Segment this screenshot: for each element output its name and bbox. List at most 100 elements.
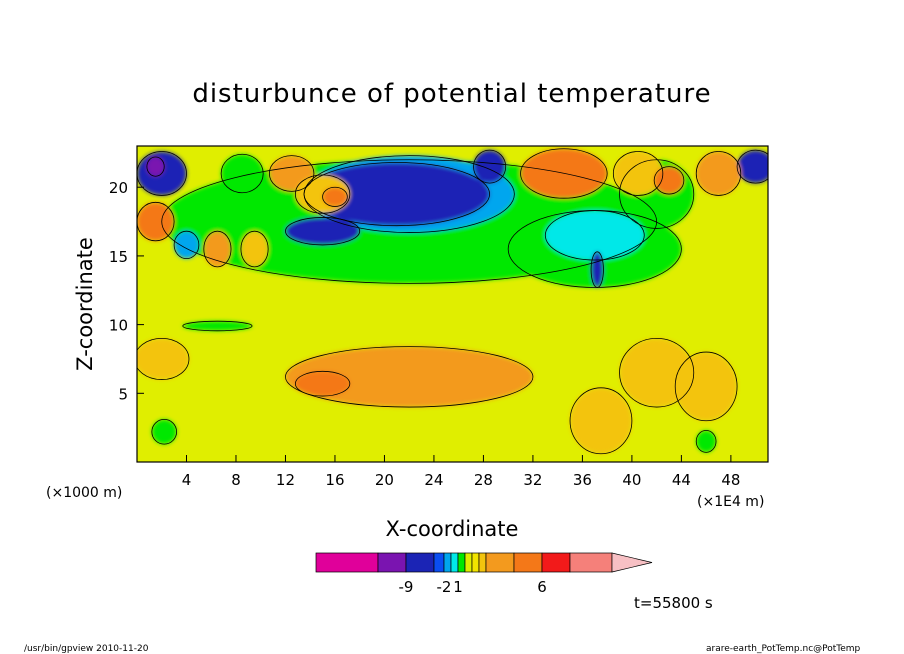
contour-line-27 [695,151,742,196]
chart-title: disturbunce of potential temperature [192,79,711,109]
x-tick-label: 40 [622,471,641,489]
contour-line-19 [203,230,232,268]
colorbar-tick-label: -2 [437,578,452,596]
plot-area [137,146,768,462]
x-tick-label: 32 [523,471,542,489]
colorbar-cell-6 [457,552,466,573]
contour-line-2 [569,387,633,455]
x-tick-label: 44 [672,471,691,489]
contour-line-30 [182,320,253,332]
contour-line-1 [294,370,351,397]
contour-line-31 [619,337,695,408]
x-tick-label: 48 [721,471,740,489]
field-region-16 [737,150,768,184]
contour-line-16 [736,149,768,184]
field-region-2 [570,387,632,454]
contour-line-24 [520,148,608,199]
x-tick-label: 24 [424,471,443,489]
field-region-8 [545,210,645,261]
colorbar-tick-label: -9 [399,578,414,596]
colorbar-cell-2 [405,552,435,573]
contour-line-32 [674,351,738,422]
field-region-25 [613,151,663,196]
contour-line-14 [137,151,187,196]
colorbar-cell-13 [569,552,613,573]
contour-line-3 [137,337,190,380]
colorbar-tick-label: 6 [537,578,547,596]
field-region-15 [146,156,165,177]
x-tick-label: 12 [276,471,295,489]
x-unit-left: (×1000 m) [46,485,122,501]
y-tick-label: 10 [109,317,128,335]
contour-line-21 [268,155,315,192]
field-region-10 [304,162,490,226]
footer-right: arare-earth_PotTemp.nc@PotTemp [706,644,861,654]
colorbar-cell-7 [464,552,473,573]
contour-line-23 [322,186,348,207]
contour-line-12 [473,149,507,184]
colorbar-cell-0 [315,552,379,573]
field-region-12 [473,150,506,184]
colorbar-cell-12 [541,552,571,573]
field-region-30 [182,321,253,331]
contour-line-7 [220,153,264,194]
colorbar-cell-4 [443,552,452,573]
colorbar: -9 -2 1 6 [315,552,653,596]
footer-left: /usr/bin/gpview 2010-11-20 [24,644,149,654]
y-axis-label: Z-coordinate [73,237,97,371]
contour-line-17 [137,201,175,242]
field-region-19 [203,231,232,267]
field-region-26 [654,166,684,195]
contour-line-13 [590,251,604,288]
contour-line-25 [612,151,664,196]
x-tick-label: 4 [182,471,192,489]
field-region-11 [285,217,360,245]
x-tick-label: 20 [375,471,394,489]
x-tick-label: 8 [231,471,241,489]
contour-line-26 [653,166,685,195]
contour-line-8 [544,210,645,261]
y-tick-label: 15 [109,248,128,266]
colorbar-cell-11 [513,552,543,573]
contour-line-22 [294,174,351,214]
field-region-20 [240,231,269,267]
colorbar-tick-label: 1 [453,578,463,596]
y-tick-label: 20 [109,179,128,197]
contour-line-15 [146,156,165,177]
contour-line-20 [240,230,269,268]
field-region-0 [285,346,533,408]
x-axis-label: X-coordinate [386,517,519,541]
contour-line-18 [173,230,200,260]
y-tick-label: 5 [118,385,128,403]
x-tick-label: 36 [573,471,592,489]
contour-line-28 [151,419,177,445]
x-tick-label: 28 [474,471,493,489]
field-region-29 [696,430,717,453]
colorbar-cell-8 [471,552,480,573]
colorbar-cell-5 [450,552,459,573]
colorbar-cell-1 [377,552,407,573]
colorbar-cell-3 [433,552,445,573]
field-region-7 [221,154,264,193]
field-region-1 [295,371,350,397]
colorbar-cell-10 [485,552,515,573]
contour-line-11 [285,217,361,246]
x-tick-label: 16 [325,471,344,489]
colorbar-extend-arrow [611,552,653,573]
field-region-3 [137,338,189,380]
plot-frame [136,145,769,463]
colorbar-cell-9 [478,552,487,573]
field-region-28 [151,419,177,445]
time-label: t=55800 s [634,594,713,612]
field-region-27 [696,151,741,196]
contour-line-10 [303,162,491,227]
contour-line-29 [695,429,717,453]
field-region-23 [322,187,348,207]
x-unit-right: (×1E4 m) [697,494,764,510]
contour-line-6 [619,159,695,229]
contour-line-4 [161,159,658,284]
field-region-32 [675,352,738,421]
contour-line-0 [285,346,534,408]
